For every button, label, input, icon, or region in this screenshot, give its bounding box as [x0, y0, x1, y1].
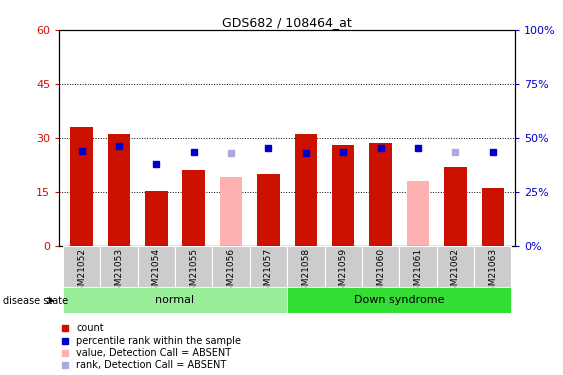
Bar — [250, 246, 287, 287]
Text: GSM21054: GSM21054 — [152, 248, 161, 297]
Bar — [406, 181, 429, 246]
Text: GSM21060: GSM21060 — [376, 248, 385, 297]
Text: GSM21055: GSM21055 — [189, 248, 198, 297]
Text: GSM21063: GSM21063 — [488, 248, 497, 297]
Bar — [399, 246, 437, 287]
Bar — [324, 246, 362, 287]
Text: count: count — [76, 323, 104, 333]
Bar — [63, 287, 287, 313]
Bar — [70, 127, 93, 246]
Bar — [182, 170, 205, 246]
Bar — [474, 246, 511, 287]
Text: normal: normal — [155, 295, 195, 305]
Text: disease state: disease state — [3, 296, 68, 306]
Bar — [481, 188, 504, 246]
Bar — [287, 287, 511, 313]
Text: GSM21061: GSM21061 — [413, 248, 422, 297]
Bar — [220, 177, 242, 246]
Bar — [332, 145, 355, 246]
Text: percentile rank within the sample: percentile rank within the sample — [76, 336, 241, 345]
Bar — [257, 174, 280, 246]
Text: GSM21057: GSM21057 — [264, 248, 273, 297]
Bar — [369, 143, 392, 246]
Text: rank, Detection Call = ABSENT: rank, Detection Call = ABSENT — [76, 360, 226, 370]
Text: GSM21058: GSM21058 — [301, 248, 310, 297]
Bar — [63, 246, 100, 287]
Bar — [100, 246, 137, 287]
Bar — [145, 190, 168, 246]
Bar — [108, 134, 130, 246]
Text: GSM21052: GSM21052 — [77, 248, 86, 297]
Text: GSM21059: GSM21059 — [339, 248, 348, 297]
Bar — [444, 166, 467, 246]
Text: Down syndrome: Down syndrome — [354, 295, 445, 305]
Bar — [294, 134, 317, 246]
Text: GSM21053: GSM21053 — [114, 248, 123, 297]
Text: value, Detection Call = ABSENT: value, Detection Call = ABSENT — [76, 348, 231, 358]
Bar — [137, 246, 175, 287]
Bar — [287, 246, 324, 287]
Text: GSM21056: GSM21056 — [226, 248, 235, 297]
Bar — [437, 246, 474, 287]
Bar — [212, 246, 250, 287]
Bar — [362, 246, 399, 287]
Title: GDS682 / 108464_at: GDS682 / 108464_at — [222, 16, 352, 29]
Text: GSM21062: GSM21062 — [451, 248, 460, 297]
Bar — [175, 246, 212, 287]
